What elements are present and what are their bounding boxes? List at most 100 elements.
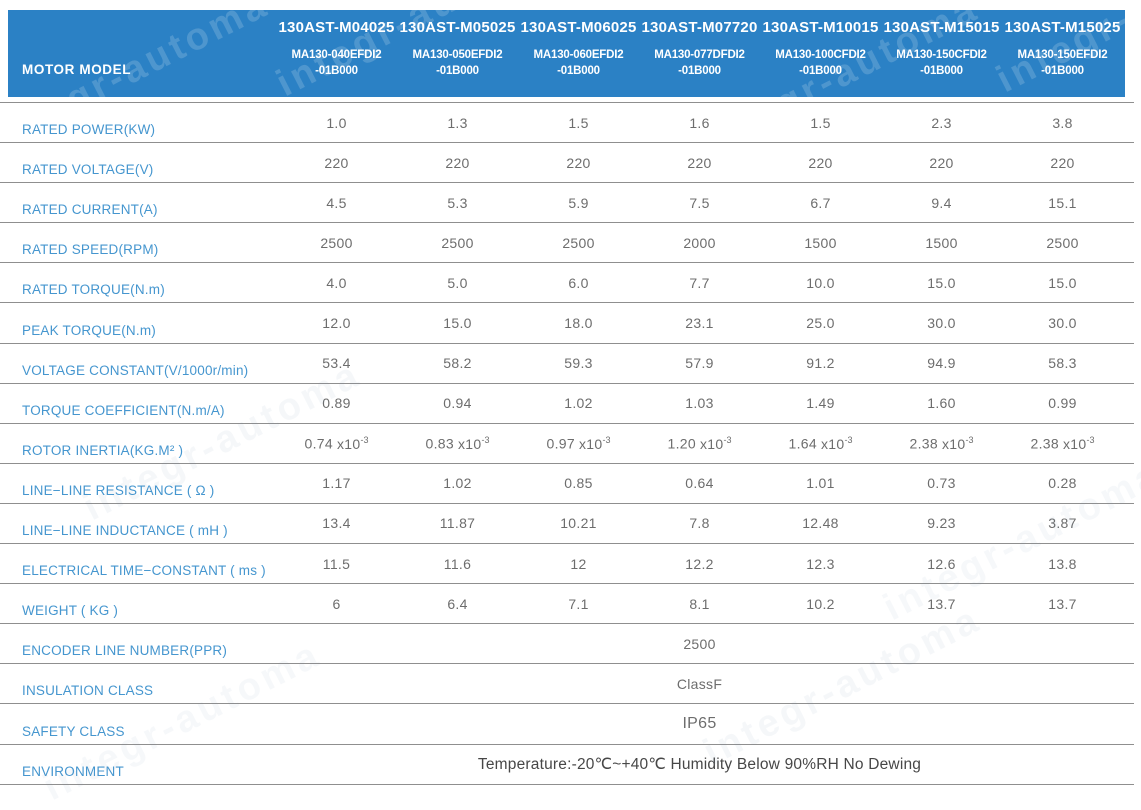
spec-value: 15.1 [1048, 194, 1077, 211]
spec-row: WEIGHT ( KG ) 6 6.4 7.1 8.1 10.2 13.7 13.7 [0, 584, 1134, 625]
watermark-text: integr-automa [8, 10, 276, 97]
spec-value: 9.23 [927, 515, 956, 532]
spec-row-values: 0.74 x10-3 0.83 x10-3 0.97 x10-3 1.20 x10-3 1.64… [276, 424, 1123, 463]
model-column-header: 130AST-M10015 MA130-100CFDI2 -01B000 [760, 10, 881, 97]
spec-value: 11.5 [322, 555, 351, 572]
sci-base: 0.74 [304, 435, 333, 452]
spec-value: 12.48 [802, 515, 839, 532]
sub-model-line2: -01B000 [557, 64, 600, 77]
spec-row-values: 1.0 1.3 1.5 1.6 1.5 2.3 3.8 [276, 103, 1123, 142]
spec-row: TORQUE COEFFICIENT(N.m/A) 0.89 0.94 1.02 1.0… [0, 384, 1134, 424]
spec-value: 13.8 [1048, 555, 1077, 572]
spec-value: 2500 [683, 635, 716, 652]
row-label: WEIGHT ( KG ) [22, 603, 119, 619]
row-label: ROTOR INERTIA(KG.M² ) [22, 442, 184, 458]
row-label: LINE−LINE RESISTANCE ( Ω ) [22, 482, 215, 498]
sci-multiplier: x10 [457, 435, 482, 452]
spec-value: 6.0 [568, 274, 589, 291]
spec-value: 220 [445, 154, 470, 171]
sub-model-line2: -01B000 [315, 64, 358, 77]
spec-value: 0.74 x10-3 [276, 435, 397, 452]
motor-model-header-label: MOTOR MODEL [22, 62, 132, 77]
model-column-header: 130AST-M15015 MA130-150CFDI2 -01B000 [881, 10, 1002, 97]
spec-row: SAFETY CLASS IP65 [0, 704, 1134, 745]
model-name: 130AST-M15025 [1004, 19, 1121, 36]
spec-row-values: 220 220 220 220 220 220 220 [276, 143, 1123, 182]
sub-model-line1: MA130-060EFDI2 [533, 49, 624, 61]
spec-value: 30.0 [927, 315, 956, 332]
spec-value: 6.7 [810, 194, 831, 211]
sci-base: 0.83 [425, 435, 454, 452]
spec-value: 12.0 [322, 315, 351, 332]
spec-value: 10.21 [560, 515, 597, 532]
spec-value: 4.5 [326, 194, 347, 211]
spec-value: 220 [566, 154, 591, 171]
sub-model-line1: MA130-100CFDI2 [775, 49, 866, 61]
spec-value: ClassF [676, 675, 723, 692]
spec-value: 1.0 [326, 114, 347, 131]
spec-value: 2.38 x10-3 [881, 435, 1002, 452]
spec-row: LINE−LINE RESISTANCE ( Ω ) 1.17 1.02 0.85 0.… [0, 464, 1134, 504]
row-label: ELECTRICAL TIME−CONSTANT ( ms ) [22, 563, 266, 579]
spec-row: INSULATION CLASS ClassF [0, 664, 1134, 705]
spec-value: 2000 [683, 234, 716, 251]
spec-row-values: 1.17 1.02 0.85 0.64 1.01 0.73 0.28 [276, 464, 1123, 503]
spec-row: ENVIRONMENT Temperature:-20℃~+40℃ Humidit… [0, 745, 1134, 785]
spec-value: 7.8 [689, 515, 710, 532]
spec-row-values: 2500 2500 2500 2000 1500 1500 2500 [276, 223, 1123, 262]
spec-value: 1500 [925, 234, 958, 251]
spec-value: 6 [332, 595, 341, 612]
sub-model-line2: -01B000 [678, 64, 721, 77]
spec-value: 12 [570, 555, 587, 572]
spec-row: RATED CURRENT(A) 4.5 5.3 5.9 7.5 6.7 9.4 15.1 [0, 183, 1134, 224]
spec-value: 220 [324, 154, 349, 171]
spec-value: 5.3 [447, 194, 468, 211]
spec-value: 3.87 [1048, 515, 1077, 532]
model-name: 130AST-M15015 [883, 19, 1000, 36]
spec-value: 6.4 [447, 595, 468, 612]
spec-value: 1.02 [443, 475, 472, 492]
spec-row: ENCODER LINE NUMBER(PPR) 2500 [0, 624, 1134, 665]
spec-value: 15.0 [927, 274, 956, 291]
spec-value: 25.0 [806, 315, 835, 332]
spec-row-values: 6 6.4 7.1 8.1 10.2 13.7 13.7 [276, 584, 1123, 623]
model-column-header: 130AST-M15025 MA130-150EFDI2 -01B000 [1002, 10, 1123, 97]
spec-value: 5.0 [447, 274, 468, 291]
spec-value: 10.0 [806, 274, 835, 291]
spec-value: 7.1 [568, 595, 589, 612]
table-header: integr-automa integr-automa integr-autom… [8, 10, 1125, 97]
spec-value: 1.17 [322, 475, 351, 492]
spec-value: 0.28 [1048, 475, 1077, 492]
sub-model-line2: -01B000 [920, 64, 963, 77]
sci-exponent: -3 [844, 434, 853, 445]
spec-value: 11.6 [443, 555, 472, 572]
sci-multiplier: x10 [820, 435, 845, 452]
spec-value: 2.38 x10-3 [1002, 435, 1123, 452]
spec-value: 2500 [562, 234, 595, 251]
sub-model-line1: MA130-050EFDI2 [412, 49, 503, 61]
spec-row: RATED TORQUE(N.m) 4.0 5.0 6.0 7.7 10.0 15.0 15.… [0, 263, 1134, 304]
spec-value: 1.01 [806, 475, 835, 492]
spec-value: 1.03 [685, 395, 714, 412]
spec-value: 220 [808, 154, 833, 171]
spec-row-values: 4.5 5.3 5.9 7.5 6.7 9.4 15.1 [276, 183, 1123, 222]
sci-multiplier: x10 [578, 435, 603, 452]
sub-model-name: MA130-060EFDI2 -01B000 [518, 48, 639, 79]
spec-value: 2.3 [931, 114, 952, 131]
spec-value: 2500 [320, 234, 353, 251]
model-name: 130AST-M06025 [520, 19, 637, 36]
sub-model-line1: MA130-077DFDI2 [654, 49, 745, 61]
sub-model-name: MA130-050EFDI2 -01B000 [397, 48, 518, 79]
spec-value: 59.3 [564, 355, 593, 372]
spec-value: 1.6 [689, 114, 710, 131]
sci-base: 0.97 [546, 435, 575, 452]
sub-model-line1: MA130-150EFDI2 [1017, 49, 1108, 61]
row-label: LINE−LINE INDUCTANCE ( mH ) [22, 523, 228, 539]
sci-exponent: -3 [360, 434, 369, 445]
spec-row: RATED VOLTAGE(V) 220 220 220 220 220 220 220 [0, 143, 1134, 184]
spec-row: VOLTAGE CONSTANT(V/1000r/min) 53.4 58.2 59.… [0, 344, 1134, 384]
row-label: VOLTAGE CONSTANT(V/1000r/min) [22, 362, 249, 378]
sub-model-line2: -01B000 [436, 64, 479, 77]
row-label: SAFETY CLASS [22, 723, 125, 739]
row-label: ENVIRONMENT [22, 763, 124, 779]
